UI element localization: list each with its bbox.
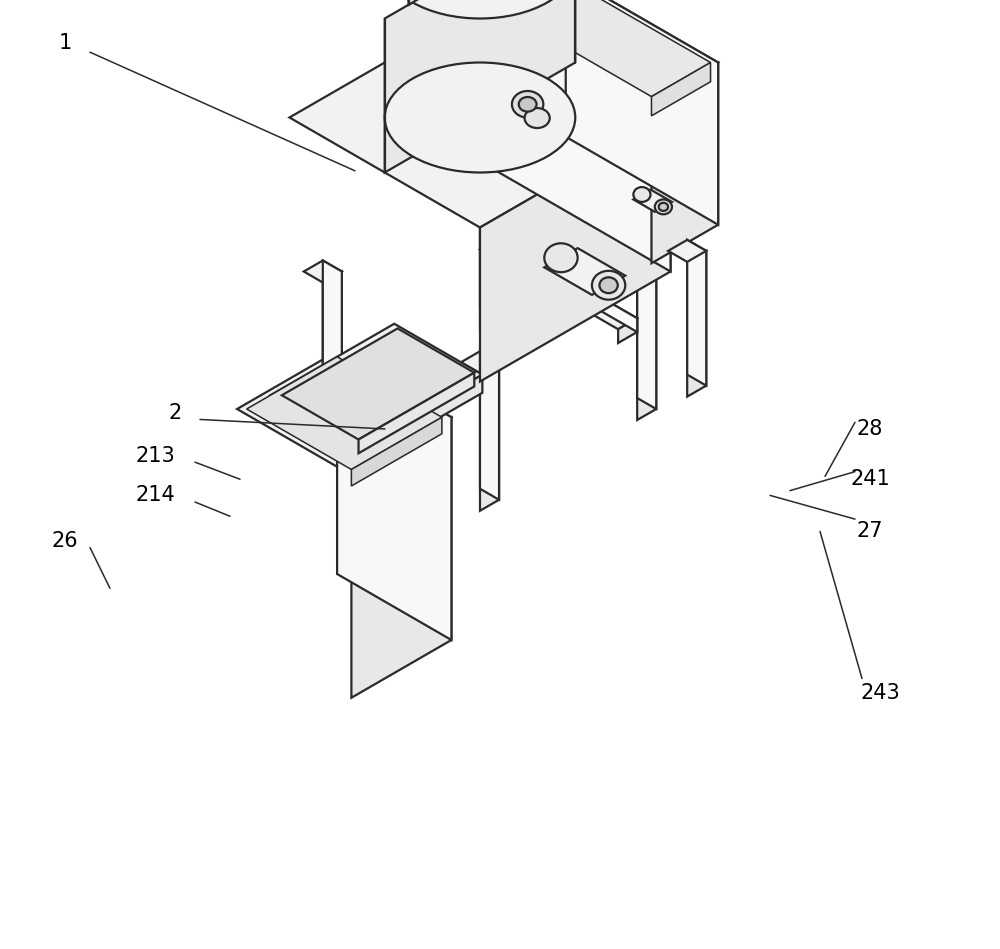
Polygon shape: [651, 63, 711, 116]
Ellipse shape: [385, 0, 575, 18]
Polygon shape: [668, 240, 706, 262]
Polygon shape: [480, 170, 499, 318]
Ellipse shape: [544, 243, 578, 272]
Polygon shape: [480, 351, 499, 500]
Text: 2: 2: [168, 402, 182, 423]
Text: 243: 243: [860, 682, 900, 703]
Polygon shape: [323, 271, 342, 420]
Ellipse shape: [592, 270, 625, 300]
Polygon shape: [359, 373, 474, 454]
Text: 214: 214: [135, 485, 175, 506]
Polygon shape: [289, 8, 671, 228]
Ellipse shape: [633, 187, 651, 202]
Text: 241: 241: [850, 469, 890, 490]
Ellipse shape: [599, 277, 618, 293]
Text: 213: 213: [135, 445, 175, 466]
Polygon shape: [651, 63, 718, 263]
Text: 27: 27: [857, 521, 883, 542]
Ellipse shape: [655, 199, 672, 214]
Polygon shape: [461, 351, 499, 373]
Polygon shape: [351, 418, 442, 486]
Polygon shape: [480, 180, 499, 329]
Polygon shape: [461, 170, 499, 192]
Ellipse shape: [519, 97, 537, 112]
Ellipse shape: [512, 91, 543, 118]
Polygon shape: [633, 190, 672, 212]
Polygon shape: [507, 0, 711, 97]
Polygon shape: [270, 324, 482, 446]
Polygon shape: [337, 351, 451, 640]
Ellipse shape: [659, 203, 668, 211]
Text: 28: 28: [857, 419, 883, 439]
Polygon shape: [618, 318, 637, 343]
Polygon shape: [499, 0, 718, 101]
Polygon shape: [687, 251, 706, 397]
Polygon shape: [359, 375, 482, 464]
Polygon shape: [304, 260, 342, 283]
Polygon shape: [687, 240, 706, 385]
Text: 1: 1: [58, 32, 72, 53]
Polygon shape: [637, 260, 656, 409]
Polygon shape: [480, 8, 671, 271]
Polygon shape: [323, 260, 342, 409]
Polygon shape: [237, 351, 451, 475]
Polygon shape: [618, 260, 656, 283]
Polygon shape: [247, 357, 442, 470]
Polygon shape: [544, 248, 625, 295]
Ellipse shape: [525, 108, 550, 128]
Polygon shape: [480, 363, 499, 511]
Polygon shape: [480, 238, 637, 329]
Polygon shape: [409, 0, 551, 5]
Polygon shape: [566, 0, 718, 225]
Polygon shape: [351, 418, 451, 698]
Polygon shape: [637, 271, 656, 420]
Ellipse shape: [385, 63, 575, 173]
Polygon shape: [385, 0, 575, 173]
Polygon shape: [480, 118, 671, 381]
Polygon shape: [499, 238, 637, 332]
Text: 26: 26: [52, 530, 78, 551]
Polygon shape: [282, 328, 474, 439]
